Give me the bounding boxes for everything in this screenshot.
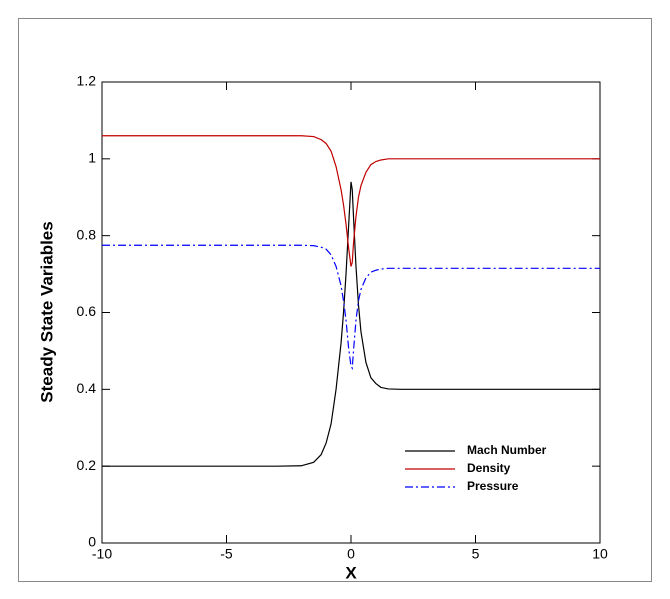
y-tick-label: 0.8 (77, 226, 97, 242)
x-axis-label: X (345, 563, 357, 582)
y-tick-label: 0.6 (77, 303, 97, 319)
x-tick-label: 0 (347, 546, 355, 562)
y-tick-label: 1.2 (77, 73, 97, 89)
x-tick-label: 10 (592, 546, 608, 562)
y-tick-label: 0.4 (77, 380, 97, 396)
y-tick-label: 1 (88, 150, 96, 166)
frame (18, 18, 652, 582)
y-tick-label: 0.2 (77, 457, 97, 473)
x-tick-label: 5 (472, 546, 480, 562)
legend-label: Pressure (467, 479, 519, 493)
y-axis-label: Steady State Variables (37, 221, 56, 402)
legend-label: Mach Number (467, 443, 547, 457)
series-line (102, 181, 600, 467)
series-line (102, 244, 600, 371)
series-line (102, 135, 600, 267)
plot-area (101, 81, 601, 544)
legend-label: Density (467, 461, 511, 475)
x-tick-label: -5 (220, 546, 233, 562)
x-tick-label: -10 (92, 546, 112, 562)
y-tick-label: 0 (88, 534, 96, 550)
